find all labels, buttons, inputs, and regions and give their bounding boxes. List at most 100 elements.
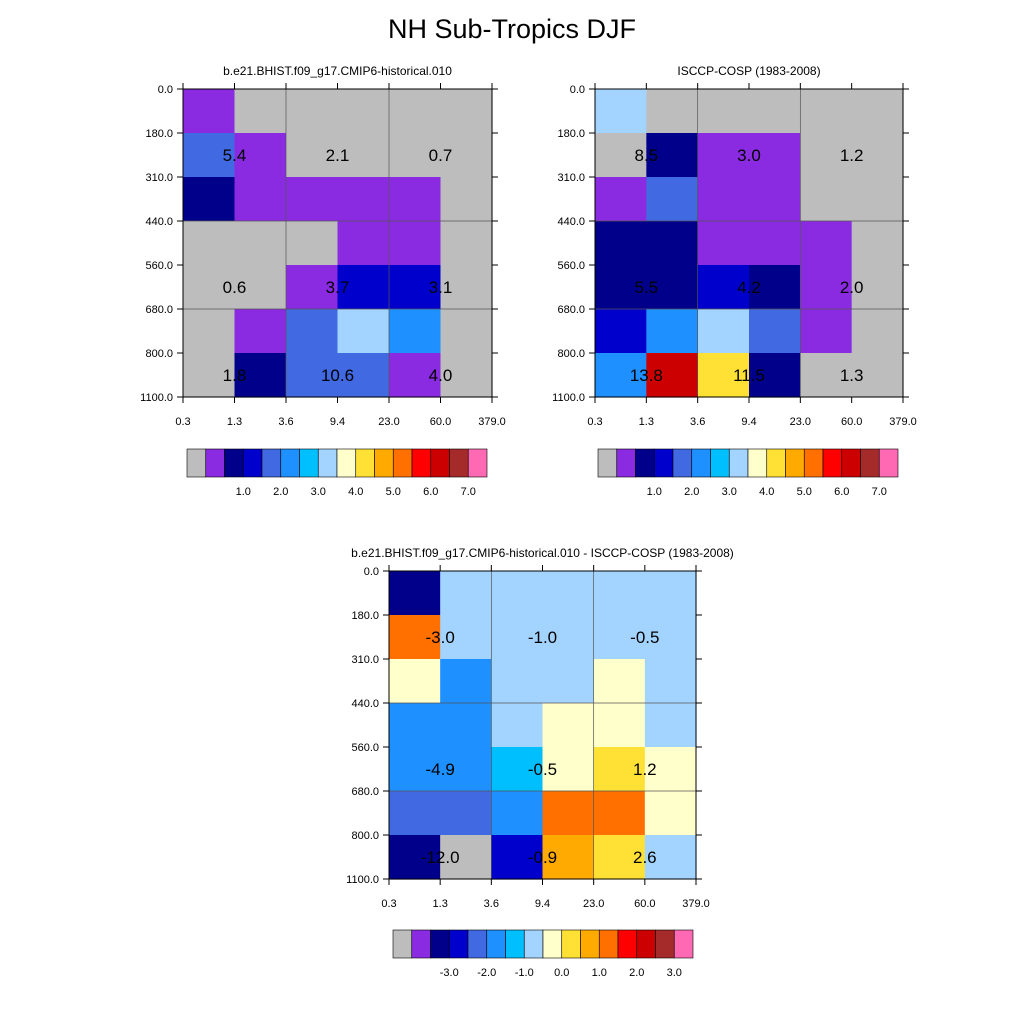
- heatmap-cell: [542, 703, 595, 748]
- heatmap-cell: [491, 791, 544, 836]
- heatmap-cell: [491, 835, 544, 880]
- colorbar-swatch: [785, 448, 805, 478]
- x-tick-label: 0.3: [587, 416, 602, 428]
- panel-title: b.e21.BHIST.f09_g17.CMIP6-historical.010…: [351, 546, 734, 560]
- cell-value-label: 1.2: [840, 146, 864, 165]
- heatmap-cell: [697, 353, 750, 398]
- heatmap-cell: [286, 89, 339, 134]
- heatmap-cell: [697, 177, 750, 222]
- x-tick-label: 3.6: [484, 898, 499, 910]
- heatmap-cell: [491, 659, 544, 704]
- x-tick-label: 9.4: [535, 898, 550, 910]
- heatmap-cell: [389, 571, 441, 616]
- heatmap-cell: [749, 221, 801, 266]
- cell-value-label: -0.5: [630, 628, 659, 647]
- heatmap-cell: [646, 177, 699, 222]
- y-tick-label: 440.0: [351, 698, 379, 710]
- colorbar-label: 1.0: [592, 967, 607, 979]
- heatmap-cell: [593, 747, 646, 792]
- colorbar: 1.0 2.0 3.0 4.0 5.0 6.0 7.0: [186, 448, 488, 498]
- x-tick-label: 379.0: [889, 416, 917, 428]
- cell-value-label: 1.3: [840, 366, 864, 385]
- heatmap-cell: [286, 177, 339, 222]
- heatmap-cell: [646, 89, 699, 134]
- heatmap-cell: [595, 309, 647, 354]
- x-tick-label: 0.3: [175, 416, 190, 428]
- heatmap-cell: [183, 353, 236, 398]
- heatmap-cell: [644, 615, 697, 660]
- colorbar-label: 7.0: [461, 486, 476, 498]
- heatmap-cell: [286, 221, 339, 266]
- colorbar-swatch: [355, 448, 375, 478]
- x-tick-label: 1.3: [433, 898, 448, 910]
- heatmap-cell: [593, 615, 646, 660]
- heatmap-cell: [593, 791, 646, 836]
- x-tick-label: 3.6: [690, 416, 705, 428]
- colorbar-label: 2.0: [684, 486, 699, 498]
- colorbar-swatch: [505, 929, 525, 959]
- colorbar-swatch: [392, 448, 413, 478]
- cell-value-label: 2.1: [326, 146, 350, 165]
- heatmap-cell: [646, 309, 699, 354]
- heatmap-cell: [337, 265, 390, 310]
- x-tick-label: 23.0: [378, 416, 399, 428]
- y-tick-label: 0.0: [364, 566, 379, 578]
- heatmap-cell: [593, 571, 646, 616]
- heatmap-cell: [542, 835, 595, 880]
- colorbar-swatch: [411, 448, 432, 478]
- heatmap-cell: [644, 703, 697, 748]
- colorbar-label: 5.0: [797, 486, 812, 498]
- heatmap-cell: [234, 309, 287, 354]
- colorbar-swatch: [766, 448, 786, 478]
- heatmap-cell: [389, 703, 441, 748]
- colorbar-swatch: [860, 448, 880, 478]
- heatmap-cell: [800, 177, 853, 222]
- heatmap-cell: [389, 353, 442, 398]
- colorbar-swatch: [186, 448, 207, 478]
- colorbar-label: 4.0: [348, 486, 363, 498]
- colorbar-swatch: [878, 448, 899, 478]
- heatmap-cell: [234, 353, 287, 398]
- heatmap-cell: [234, 177, 287, 222]
- cell-value-label: 4.0: [429, 366, 453, 385]
- cell-value-label: -3.0: [426, 628, 455, 647]
- cell-value-label: 8.5: [635, 146, 659, 165]
- colorbar-label: 0.0: [554, 967, 569, 979]
- heatmap-cell: [644, 659, 697, 704]
- colorbar-swatch: [280, 448, 300, 478]
- y-tick-label: 310.0: [351, 654, 379, 666]
- heatmap-cell: [749, 309, 801, 354]
- heatmap-cell: [491, 615, 544, 660]
- heatmap-cell: [440, 309, 493, 354]
- y-tick-label: 180.0: [557, 128, 585, 140]
- heatmap-cell: [491, 747, 544, 792]
- colorbar-swatch: [523, 929, 544, 959]
- cell-value-label: 0.7: [429, 146, 453, 165]
- colorbar-swatch: [655, 929, 675, 959]
- heatmap-cell: [646, 133, 699, 178]
- heatmap-cell: [697, 133, 750, 178]
- heatmap-cell: [440, 89, 493, 134]
- colorbar-swatch: [317, 448, 338, 478]
- heatmap-cell: [440, 747, 492, 792]
- heatmap-cell: [389, 615, 441, 660]
- y-tick-label: 680.0: [351, 786, 379, 798]
- colorbar: -3.0 -2.0 -1.0 0.0 1.0 2.0 3.0: [392, 929, 694, 979]
- heatmap-cell: [697, 89, 750, 134]
- cell-value-label: 3.0: [737, 146, 761, 165]
- heatmap-cell: [183, 89, 236, 134]
- heatmap-cell: [286, 353, 339, 398]
- heatmap-cell: [440, 265, 493, 310]
- y-tick-label: 800.0: [351, 830, 379, 842]
- y-tick-label: 310.0: [145, 172, 173, 184]
- heatmap-cell: [183, 221, 236, 266]
- heatmap-cell: [440, 221, 493, 266]
- colorbar-label: 1.0: [236, 486, 251, 498]
- cell-value-label: 10.6: [321, 366, 354, 385]
- x-tick-label: 3.6: [278, 416, 293, 428]
- colorbar-swatch: [411, 929, 431, 959]
- heatmap-cell: [800, 309, 853, 354]
- y-tick-label: 680.0: [557, 304, 585, 316]
- colorbar-swatch: [486, 929, 506, 959]
- heatmap-cell: [851, 177, 904, 222]
